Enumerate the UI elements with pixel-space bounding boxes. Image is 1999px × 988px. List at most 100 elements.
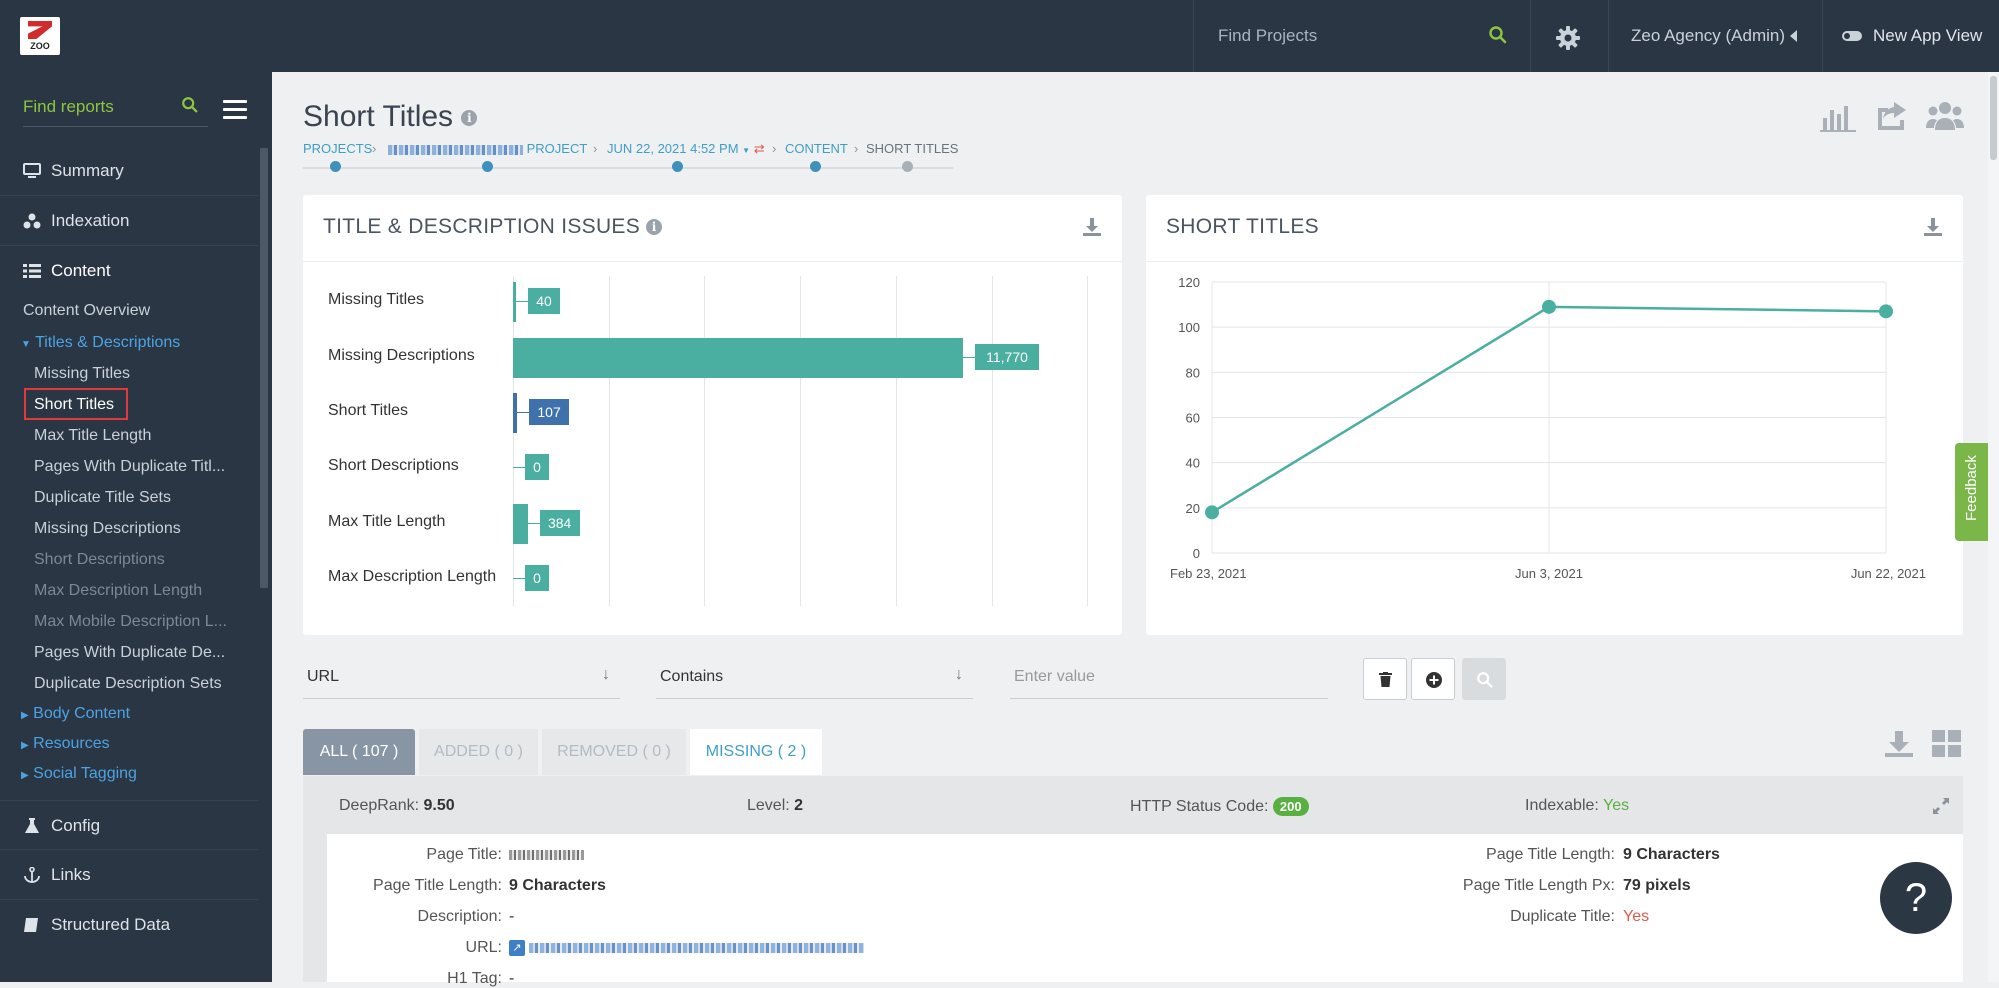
sidebar-item-short-descriptions[interactable]: Short Descriptions — [34, 551, 165, 568]
card-divider — [1146, 261, 1963, 262]
info-icon[interactable]: i — [461, 110, 478, 127]
download-icon[interactable] — [1884, 730, 1914, 758]
add-filter-button[interactable] — [1411, 658, 1455, 700]
hamburger-menu-icon[interactable] — [223, 100, 247, 120]
bar[interactable] — [513, 504, 528, 544]
find-reports-input[interactable]: Find reports — [23, 94, 208, 127]
toggle-icon[interactable] — [1842, 31, 1862, 41]
info-icon[interactable]: i — [646, 219, 663, 236]
sidebar-scrollbar[interactable] — [260, 148, 268, 588]
scrollbar-thumb[interactable] — [1990, 76, 1997, 160]
breadcrumb-content[interactable]: CONTENT — [785, 141, 848, 156]
bar[interactable] — [513, 282, 516, 322]
caret-left-icon[interactable] — [1790, 30, 1797, 42]
sidebar-item-summary[interactable]: Summary — [0, 146, 258, 196]
sidebar-item-missing-descriptions[interactable]: Missing Descriptions — [34, 520, 181, 537]
filter-field-select[interactable]: URL ↓ — [303, 660, 620, 699]
row-indent — [303, 834, 327, 982]
sidebar-item-structured-data[interactable]: Structured Data — [0, 900, 258, 950]
sidebar-item-max-mobile-description[interactable]: Max Mobile Description L... — [34, 613, 227, 630]
sidebar-group-titles[interactable]: ▼ Titles & Descriptions — [21, 334, 180, 352]
sidebar-item-content[interactable]: Content — [0, 246, 258, 296]
table-row-header[interactable] — [303, 776, 1963, 834]
breadcrumb-date-label: JUN 22, 2021 4:52 PM — [607, 141, 739, 156]
grid-line — [1087, 276, 1088, 606]
data-point[interactable] — [1205, 505, 1219, 520]
redacted-page-title — [509, 849, 584, 860]
breadcrumb-project-label: PROJECT — [526, 141, 588, 156]
sidebar-item-label: Config — [51, 816, 101, 835]
filter-operator-value: Contains — [660, 668, 724, 685]
bar-label-connector — [527, 523, 540, 524]
help-button[interactable]: ? — [1880, 862, 1952, 934]
tab-all[interactable]: ALL ( 107 ) — [303, 729, 415, 775]
tab-missing[interactable]: MISSING ( 2 ) — [690, 729, 822, 775]
download-icon[interactable] — [1082, 217, 1102, 237]
bar[interactable] — [513, 393, 518, 433]
apply-filter-button[interactable] — [1462, 658, 1506, 700]
tab-added[interactable]: ADDED ( 0 ) — [419, 729, 538, 775]
new-app-view-toggle[interactable]: New App View — [1873, 26, 1983, 45]
sidebar-item-indexation[interactable]: Indexation — [0, 196, 258, 246]
url-link[interactable]: ↗ — [509, 939, 865, 957]
sidebar-item-duplicate-descriptions[interactable]: Pages With Duplicate De... — [34, 644, 226, 661]
sidebar-group-resources[interactable]: ▶ Resources — [21, 735, 110, 753]
users-icon[interactable] — [1926, 100, 1964, 132]
sidebar-group-social-tagging[interactable]: ▶ Social Tagging — [21, 765, 137, 783]
delete-filter-button[interactable] — [1363, 658, 1407, 700]
y-tick-label: 20 — [1186, 501, 1200, 516]
logo-text: ZOO — [30, 41, 50, 51]
tab-removed[interactable]: REMOVED ( 0 ) — [542, 729, 686, 775]
http-status-field: HTTP Status Code: 200 — [1130, 797, 1309, 816]
sidebar-item-content-overview[interactable]: Content Overview — [23, 302, 151, 319]
download-icon[interactable] — [1923, 217, 1943, 237]
find-projects-input[interactable]: Find Projects — [1218, 26, 1318, 45]
sidebar-group-body-content[interactable]: ▶ Body Content — [21, 705, 130, 723]
grid-line — [896, 276, 897, 606]
detail-value — [509, 846, 584, 864]
sidebar-item-missing-titles[interactable]: Missing Titles — [34, 365, 131, 382]
detail-key: Duplicate Title: — [1510, 908, 1615, 925]
caret-right-icon: ▶ — [21, 710, 29, 721]
sidebar-item-duplicate-description-sets[interactable]: Duplicate Description Sets — [34, 675, 222, 692]
share-icon[interactable] — [1874, 100, 1910, 132]
bar-value-label: 384 — [539, 510, 580, 536]
breadcrumb-dot — [902, 161, 913, 172]
filter-value-input[interactable]: Enter value — [1010, 660, 1328, 699]
sidebar-item-max-description-length[interactable]: Max Description Length — [34, 582, 203, 599]
grid-line — [513, 276, 514, 606]
bar[interactable] — [513, 338, 963, 378]
sidebar-item-links[interactable]: Links — [0, 850, 258, 900]
data-point[interactable] — [1879, 304, 1893, 319]
gear-icon[interactable] — [1554, 24, 1582, 52]
detail-key: Page Title Length Px: — [1462, 877, 1615, 894]
sidebar-item-duplicate-title-sets[interactable]: Duplicate Title Sets — [34, 489, 171, 506]
grid-view-icon[interactable] — [1932, 730, 1962, 758]
sidebar-item-config[interactable]: Config — [0, 800, 258, 850]
chevron-right-icon: › — [772, 141, 777, 156]
row-details — [327, 834, 1963, 982]
bar-category-label: Max Title Length — [328, 513, 446, 530]
swap-icon[interactable]: ⇄ — [753, 141, 765, 156]
breadcrumb-date[interactable]: JUN 22, 2021 4:52 PM ▼ ⇄ — [607, 141, 765, 157]
indexable-field: Indexable: Yes — [1525, 797, 1629, 815]
expand-icon[interactable] — [1932, 797, 1950, 815]
page-scrollbar[interactable] — [1988, 72, 1999, 982]
bar-chart-icon[interactable] — [1820, 100, 1856, 132]
filter-operator-select[interactable]: Contains ↓ — [656, 660, 973, 699]
sidebar-item-short-titles[interactable]: Short Titles — [34, 396, 115, 413]
caret-right-icon: ▶ — [21, 770, 29, 781]
caret-down-icon: ▼ — [742, 146, 751, 155]
zoo-logo[interactable]: ZOO — [20, 17, 60, 55]
sidebar-item-label: Indexation — [51, 211, 130, 230]
sidebar-item-duplicate-titles[interactable]: Pages With Duplicate Titl... — [34, 458, 226, 475]
sidebar-item-label: Links — [51, 865, 91, 884]
account-menu[interactable]: Zeo Agency (Admin) — [1631, 26, 1786, 45]
sidebar-item-max-title-length[interactable]: Max Title Length — [34, 427, 152, 444]
search-icon[interactable] — [181, 96, 199, 114]
search-icon[interactable] — [1488, 25, 1508, 45]
bar-value-label: 0 — [525, 565, 549, 591]
breadcrumb-projects[interactable]: PROJECTS — [303, 141, 373, 156]
breadcrumb-project[interactable]: PROJECT — [388, 141, 587, 156]
data-point[interactable] — [1542, 299, 1556, 314]
